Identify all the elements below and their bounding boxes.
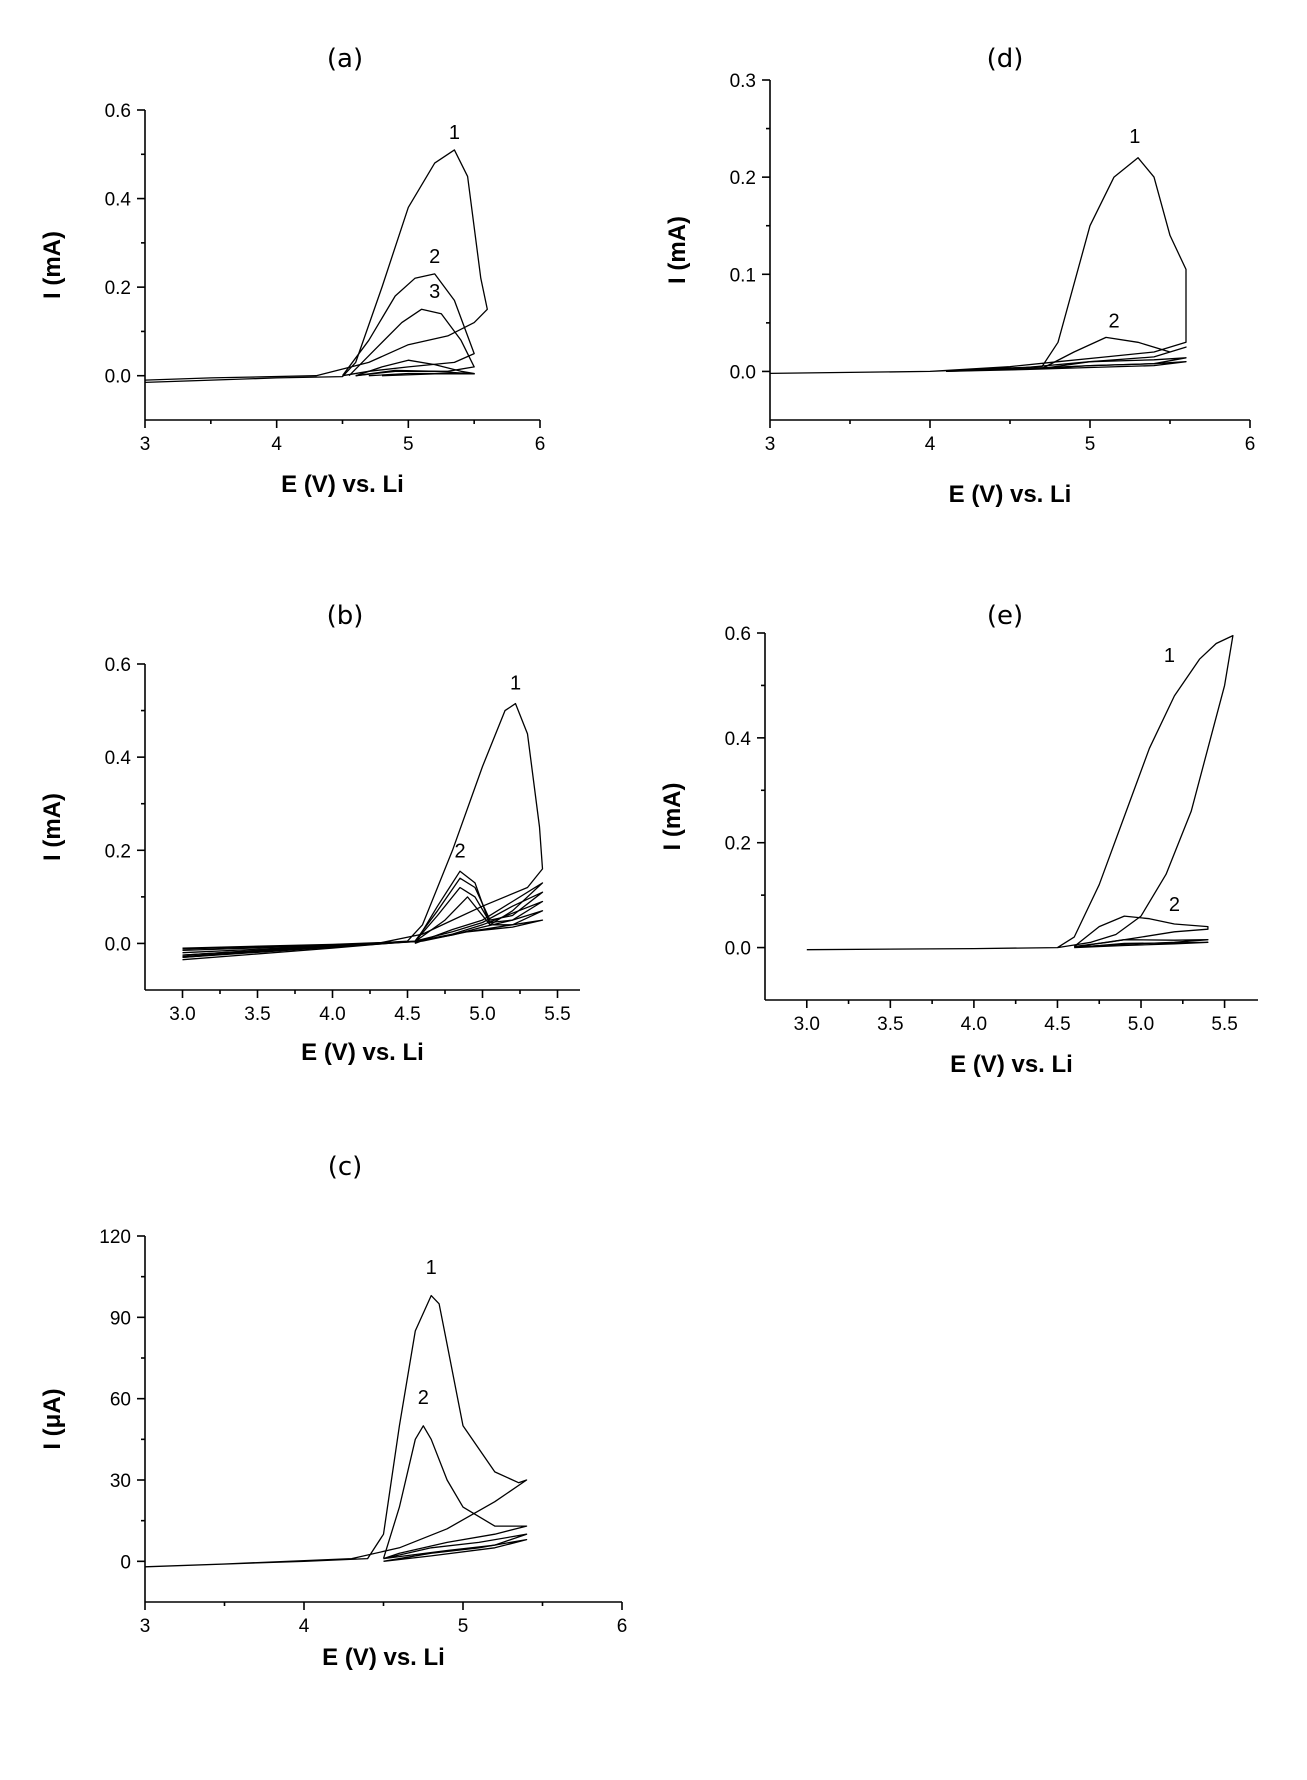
y-tick-label: 0.0 xyxy=(725,939,751,960)
cv-curve-cycle-extra-3 xyxy=(946,362,1186,372)
cv-curve-cycle-extra-2 xyxy=(384,1534,527,1558)
cv-curve-cycle-extra-3 xyxy=(1074,942,1208,947)
x-tick-label: 3.0 xyxy=(794,1014,820,1035)
y-axis-title: I (mA) xyxy=(39,231,66,299)
cv-curve-cycle-1 xyxy=(770,158,1186,374)
curve-label: 1 xyxy=(1129,126,1140,148)
panel-e: (e) 3.0 3.5 4.0 4.5 5.0 5.5 0.0 0.2 0.4 0.6 E (V) … xyxy=(659,601,1258,1078)
cv-curve-cycle-2 xyxy=(384,1426,527,1559)
panel-c: (c) 34560306090120E (V) vs. LiI (μA)12 xyxy=(39,1152,627,1671)
cv-curve-cycle-extra-4 xyxy=(183,897,543,957)
y-tick-label: 0.0 xyxy=(730,362,756,383)
x-tick-label: 4.0 xyxy=(319,1004,345,1025)
x-tick-label: 4.5 xyxy=(1044,1014,1070,1035)
x-axis-title: E (V) vs. Li xyxy=(322,1644,445,1671)
x-tick-label: 6 xyxy=(535,434,546,455)
y-tick-label: 0.0 xyxy=(105,934,131,955)
y-axis-title: I (μA) xyxy=(39,1388,66,1449)
panel-title-b: (b) xyxy=(327,601,364,631)
x-tick-label: 5.5 xyxy=(1211,1014,1237,1035)
cv-curve-cycle-1 xyxy=(145,1296,527,1567)
panel-title-d: (d) xyxy=(987,44,1024,74)
y-tick-label: 30 xyxy=(110,1471,131,1492)
x-tick-label: 3.0 xyxy=(169,1004,195,1025)
y-tick-label: 0.3 xyxy=(730,71,756,92)
panel-b: (b) 3.0 3.5 4.0 4.5 5.0 5.5 0.0 0.2 0.4 0.6 E (V) … xyxy=(39,601,580,1066)
y-tick-label: 0.2 xyxy=(730,168,756,189)
curve-label: 1 xyxy=(510,673,521,695)
x-tick-label: 3.5 xyxy=(244,1004,270,1025)
x-tick-label: 4 xyxy=(925,434,936,455)
x-tick-label: 4.0 xyxy=(961,1014,987,1035)
y-tick-label: 0 xyxy=(120,1552,131,1573)
x-tick-label: 6 xyxy=(1245,434,1256,455)
curve-label: 2 xyxy=(1108,311,1119,333)
x-tick-label: 3.5 xyxy=(877,1014,903,1035)
y-tick-label: 0.0 xyxy=(105,367,131,388)
x-tick-label: 3 xyxy=(140,434,151,455)
y-tick-label: 0.1 xyxy=(730,265,756,286)
y-tick-label: 0.2 xyxy=(105,841,131,862)
curve-label: 1 xyxy=(1164,645,1175,667)
y-tick-label: 120 xyxy=(99,1227,131,1248)
x-tick-label: 5 xyxy=(1085,434,1096,455)
x-axis-title: E (V) vs. Li xyxy=(281,471,404,498)
y-tick-label: 0.4 xyxy=(725,729,752,750)
x-tick-label: 6 xyxy=(617,1616,628,1637)
x-tick-label: 5.0 xyxy=(1128,1014,1154,1035)
x-axis-title: E (V) vs. Li xyxy=(301,1039,424,1066)
curve-label: 2 xyxy=(454,840,465,862)
x-tick-label: 3 xyxy=(765,434,776,455)
x-tick-label: 3 xyxy=(140,1616,151,1637)
panel-title-e: (e) xyxy=(987,601,1023,631)
y-tick-label: 0.4 xyxy=(105,190,132,211)
y-tick-label: 0.6 xyxy=(725,624,751,645)
y-tick-label: 90 xyxy=(110,1308,131,1329)
y-axis-title: I (mA) xyxy=(659,783,686,851)
curve-label: 3 xyxy=(429,281,440,303)
y-tick-label: 0.2 xyxy=(725,834,751,855)
x-tick-label: 5 xyxy=(403,434,414,455)
curve-label: 2 xyxy=(1169,894,1180,916)
curve-label: 1 xyxy=(426,1257,437,1279)
y-tick-label: 0.6 xyxy=(105,655,131,676)
panel-title-a: (a) xyxy=(327,44,363,74)
x-tick-label: 4 xyxy=(299,1616,310,1637)
curve-label: 2 xyxy=(418,1387,429,1409)
panel-d: (d) 3 4 5 6 0.0 0.1 0.2 0.3 E (V) vs. Li I (mA) 1 2 xyxy=(664,44,1255,508)
cv-curve-cycle-2 xyxy=(1074,916,1208,946)
cv-curve-cycle-extra-3 xyxy=(384,1540,527,1562)
y-axis-title: I (mA) xyxy=(664,216,691,284)
x-axis-title: E (V) vs. Li xyxy=(950,1051,1073,1078)
x-tick-label: 5.5 xyxy=(544,1004,570,1025)
curve-label: 1 xyxy=(449,122,460,144)
x-axis-title: E (V) vs. Li xyxy=(949,481,1072,508)
y-tick-label: 0.6 xyxy=(105,101,131,122)
x-tick-label: 4.5 xyxy=(394,1004,420,1025)
y-tick-label: 60 xyxy=(110,1390,131,1411)
panel-title-c: (c) xyxy=(328,1152,363,1182)
x-tick-label: 5 xyxy=(458,1616,469,1637)
x-tick-label: 4 xyxy=(271,434,282,455)
y-axis-title: I (mA) xyxy=(39,793,66,861)
panel-a: (a) 3 4 5 6 0.0 0.2 0.4 0.6 E (V) vs. Li I (mA) 1 2… xyxy=(39,44,545,498)
curve-label: 2 xyxy=(429,246,440,268)
y-tick-label: 0.2 xyxy=(105,278,131,299)
x-tick-label: 5.0 xyxy=(469,1004,495,1025)
y-tick-label: 0.4 xyxy=(105,748,132,769)
